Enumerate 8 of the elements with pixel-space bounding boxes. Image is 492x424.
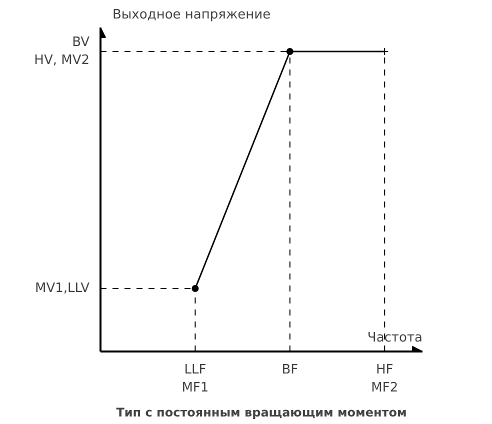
x-tick-label: LLF MF1: [182, 362, 209, 396]
ref-line-label: MV1,LLV: [35, 281, 90, 296]
x-axis-title: Частота: [367, 330, 422, 346]
x-tick-label: HF MF2: [371, 362, 398, 396]
ref-line-label: BV HV, MV2: [34, 35, 90, 68]
x-tick-label: BF: [282, 362, 298, 378]
text: Тип с постоянным вращающим моментом: [116, 406, 407, 420]
y-axis-title: Выходное напряжение: [112, 8, 271, 22]
